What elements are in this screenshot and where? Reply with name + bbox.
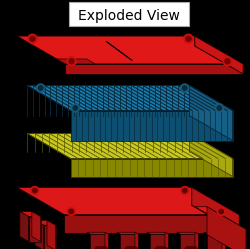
Circle shape	[160, 247, 168, 249]
Polygon shape	[44, 225, 56, 249]
Circle shape	[73, 106, 78, 110]
Polygon shape	[64, 215, 239, 233]
Circle shape	[69, 59, 74, 64]
Polygon shape	[180, 234, 198, 249]
Circle shape	[225, 59, 230, 64]
Polygon shape	[195, 36, 243, 74]
Polygon shape	[208, 234, 226, 249]
Polygon shape	[90, 234, 108, 249]
Polygon shape	[177, 232, 199, 234]
Circle shape	[217, 106, 222, 110]
Text: Exploded View: Exploded View	[78, 9, 180, 23]
Polygon shape	[65, 64, 243, 74]
Polygon shape	[32, 211, 40, 242]
Circle shape	[69, 209, 73, 214]
Polygon shape	[195, 232, 198, 249]
Polygon shape	[120, 234, 138, 249]
Circle shape	[219, 209, 224, 214]
Polygon shape	[234, 229, 246, 249]
Polygon shape	[27, 85, 233, 111]
Circle shape	[215, 104, 223, 112]
Circle shape	[223, 57, 232, 66]
Circle shape	[98, 247, 105, 249]
Polygon shape	[47, 220, 56, 249]
Circle shape	[190, 247, 198, 249]
Circle shape	[37, 84, 45, 92]
Polygon shape	[147, 232, 169, 234]
Polygon shape	[20, 211, 28, 242]
Circle shape	[125, 247, 132, 249]
Polygon shape	[150, 234, 168, 249]
Circle shape	[182, 188, 187, 193]
Circle shape	[155, 247, 162, 249]
Circle shape	[32, 188, 37, 193]
Circle shape	[31, 187, 39, 194]
Polygon shape	[87, 232, 108, 234]
Polygon shape	[204, 232, 226, 234]
Circle shape	[181, 84, 189, 92]
Circle shape	[182, 86, 187, 90]
Polygon shape	[17, 187, 239, 215]
Polygon shape	[189, 133, 233, 177]
Circle shape	[30, 36, 35, 41]
Circle shape	[71, 104, 79, 112]
Circle shape	[181, 187, 189, 194]
Circle shape	[38, 86, 43, 90]
Circle shape	[67, 207, 75, 215]
Polygon shape	[28, 216, 40, 242]
FancyBboxPatch shape	[69, 2, 189, 26]
Polygon shape	[207, 207, 246, 249]
Polygon shape	[35, 220, 56, 225]
Circle shape	[100, 247, 107, 249]
Circle shape	[130, 247, 138, 249]
Polygon shape	[189, 85, 233, 140]
Polygon shape	[20, 211, 40, 216]
Polygon shape	[165, 232, 168, 249]
Circle shape	[185, 247, 192, 249]
Polygon shape	[27, 133, 233, 159]
Polygon shape	[17, 36, 243, 64]
Circle shape	[186, 36, 191, 41]
Polygon shape	[192, 187, 239, 233]
Circle shape	[28, 34, 37, 43]
Circle shape	[217, 207, 225, 215]
Circle shape	[158, 247, 165, 249]
Polygon shape	[195, 207, 246, 229]
Polygon shape	[105, 232, 108, 249]
Polygon shape	[135, 232, 138, 249]
Circle shape	[184, 34, 193, 43]
Circle shape	[67, 57, 76, 66]
Circle shape	[128, 247, 135, 249]
Polygon shape	[117, 232, 138, 234]
Circle shape	[188, 247, 195, 249]
Circle shape	[95, 247, 102, 249]
Polygon shape	[35, 220, 44, 249]
Polygon shape	[71, 111, 233, 140]
Polygon shape	[222, 232, 226, 249]
Polygon shape	[71, 159, 233, 177]
Polygon shape	[56, 59, 95, 64]
